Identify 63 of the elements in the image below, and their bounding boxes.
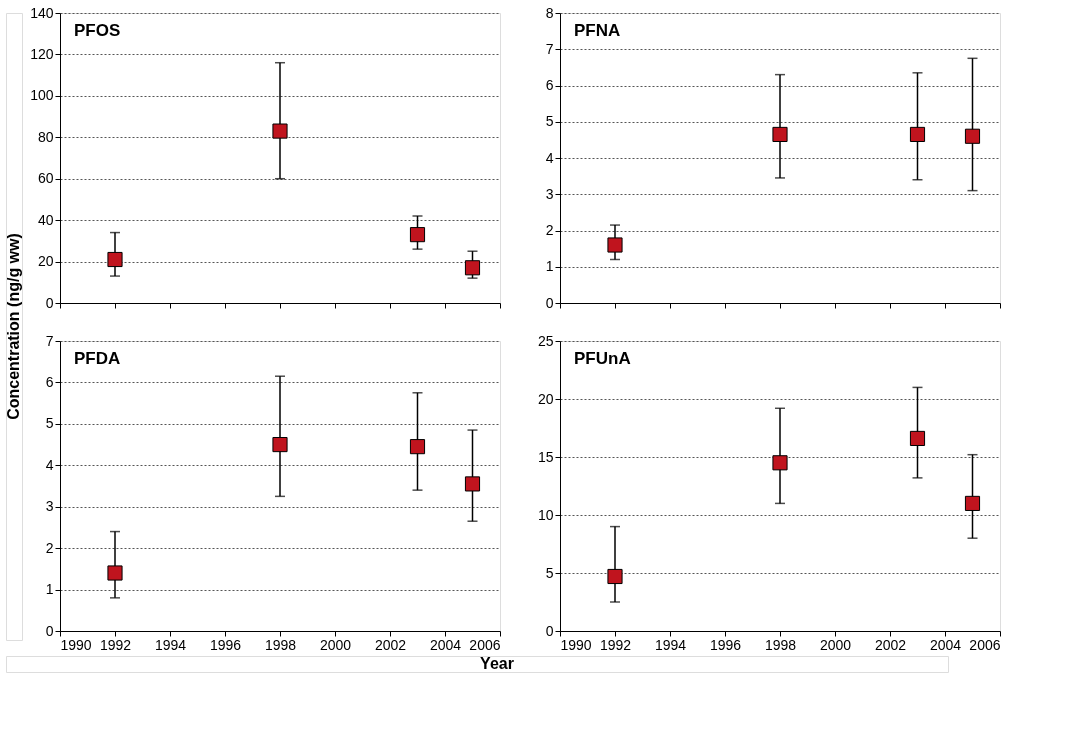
chart-title: PFUnA [574, 349, 631, 368]
y-tick-label: 140 [30, 4, 54, 21]
text: PFOS [74, 21, 121, 40]
y-tick-label: 1 [545, 258, 554, 275]
y-tick-label: 5 [545, 564, 554, 581]
x-tick-label: 2000 [819, 636, 852, 653]
text: PFDA [74, 349, 121, 368]
y-tick-label: 3 [545, 185, 554, 202]
y-tick-label: 3 [45, 498, 54, 515]
y-tick-label: 0 [545, 294, 554, 311]
y-axis-title: Concentration (ng/g ww) [5, 233, 22, 420]
point [607, 237, 623, 253]
x-tick-label: 1990 [60, 636, 92, 653]
point [272, 123, 288, 139]
point [772, 126, 788, 143]
y-tick-label: 20 [37, 253, 54, 270]
x-tick-label: 2006 [469, 636, 501, 653]
x-tick-label: 1994 [654, 636, 687, 653]
x-tick-label: 1996 [209, 636, 242, 653]
chart-title: PFNA [574, 21, 621, 40]
x-tick-label: 1996 [709, 636, 742, 653]
y-tick-label: 25 [537, 332, 554, 349]
point [107, 251, 123, 268]
x-tick-label: 2002 [874, 636, 907, 653]
point [909, 126, 926, 143]
y-tick-label: 0 [45, 294, 54, 311]
y-tick-label: 2 [45, 539, 54, 556]
y-tick-label: 0 [45, 622, 54, 639]
y-tick-label: 80 [37, 128, 54, 145]
y-tick-label: 40 [37, 211, 54, 228]
point [464, 260, 481, 276]
y-tick-label: 2 [545, 222, 554, 238]
y-tick-label: 7 [545, 40, 554, 57]
y-tick-label: 7 [45, 332, 54, 349]
y-tick-label: 20 [537, 390, 554, 407]
y-tick-label: 6 [45, 373, 54, 390]
x-tick-label: 2000 [319, 636, 352, 653]
point [409, 227, 426, 243]
x-tick-label: 1998 [764, 636, 797, 653]
y-tick-label: 4 [45, 456, 54, 473]
y-tick-label: 4 [545, 149, 554, 166]
y-tick-label: 6 [545, 77, 554, 93]
y-tick-label: 1 [45, 581, 54, 598]
x-tick-label: 2004 [929, 636, 962, 653]
y-tick-label: 120 [30, 45, 54, 62]
y-tick-label: 0 [545, 622, 554, 639]
x-tick-label: 1998 [264, 636, 297, 653]
y-tick-label: 8 [545, 4, 554, 21]
x-tick-label: 2004 [429, 636, 462, 653]
x-tick-label: 2006 [969, 636, 1001, 653]
y-tick-label: 60 [37, 170, 54, 187]
x-tick-label: 1990 [560, 636, 592, 653]
point [964, 128, 981, 144]
y-tick-label: 100 [30, 87, 54, 104]
y-tick-label: 5 [545, 113, 554, 130]
x-tick-label: 1994 [154, 636, 187, 653]
x-tick-label: 1992 [99, 636, 132, 653]
y-tick-label: 10 [537, 506, 554, 523]
x-tick-label: 1992 [599, 636, 632, 653]
x-axis-title: Year [480, 655, 514, 672]
y-tick-label: 15 [537, 448, 554, 465]
y-tick-label: 5 [45, 415, 54, 432]
x-tick-label: 2002 [374, 636, 407, 653]
